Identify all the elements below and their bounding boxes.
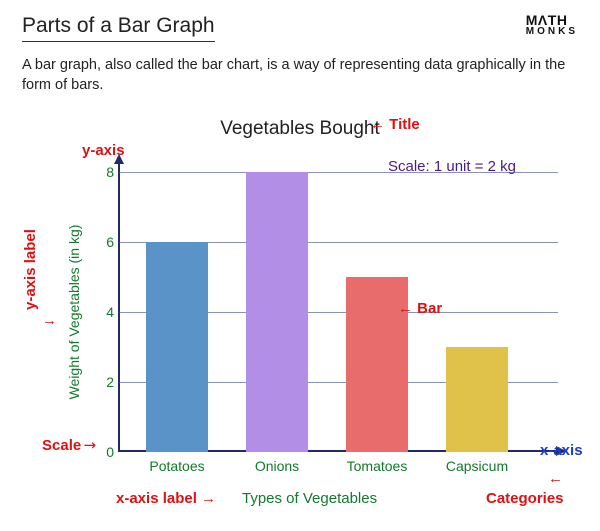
annotation-xaxis-label: x-axis label → — [116, 490, 216, 507]
plot-area: Weight of Vegetables (in kg) 02468 Potat… — [118, 172, 538, 452]
logo: MΛTH MONKS — [526, 14, 578, 37]
bar — [446, 347, 508, 452]
category-label: Capsicum — [446, 458, 508, 474]
y-axis-label: Weight of Vegetables (in kg) — [66, 225, 82, 400]
annotation-bar: ← Bar — [398, 300, 442, 317]
y-axis-line — [118, 158, 120, 452]
chart-container: Vegetables Bought ← Title y-axis Scale: … — [0, 110, 600, 531]
bar — [246, 172, 308, 452]
y-tick-label: 4 — [96, 304, 114, 320]
category-label: Tomatoes — [347, 458, 408, 474]
y-tick-label: 8 — [96, 164, 114, 180]
annotation-title-text: Title — [389, 116, 420, 133]
chart-title: Vegetables Bought — [0, 118, 600, 140]
y-axis-arrow-icon — [114, 154, 124, 164]
y-tick-label: 6 — [96, 234, 114, 250]
x-axis-label: Types of Vegetables — [242, 490, 377, 507]
bar — [146, 242, 208, 452]
annotation-xaxis: x-axis — [540, 442, 583, 459]
description-text: A bar graph, also called the bar chart, … — [0, 46, 600, 95]
annotation-scale-text: Scale — [42, 437, 81, 454]
annotation-categories-arrow: ← — [548, 470, 563, 487]
annotation-categories-text: Categories — [486, 490, 564, 507]
annotation-yaxis-label-arrow: → — [42, 312, 57, 329]
annotation-categories: Categories — [486, 490, 564, 507]
logo-line2: MONKS — [526, 27, 578, 37]
category-label: Onions — [255, 458, 299, 474]
page-title: Parts of a Bar Graph — [22, 14, 215, 42]
annotation-bar-text: Bar — [417, 300, 442, 317]
annotation-yaxis-label: y-axis label — [22, 229, 39, 310]
y-tick-label: 2 — [96, 374, 114, 390]
annotation-scale: Scale↗ — [42, 436, 94, 454]
category-label: Potatoes — [149, 458, 204, 474]
annotation-xaxis-label-text: x-axis label — [116, 490, 197, 507]
grid-line — [118, 172, 558, 173]
annotation-title: ← Title — [370, 116, 420, 133]
y-tick-label: 0 — [96, 444, 114, 460]
logo-line1: MΛTH — [526, 14, 578, 27]
